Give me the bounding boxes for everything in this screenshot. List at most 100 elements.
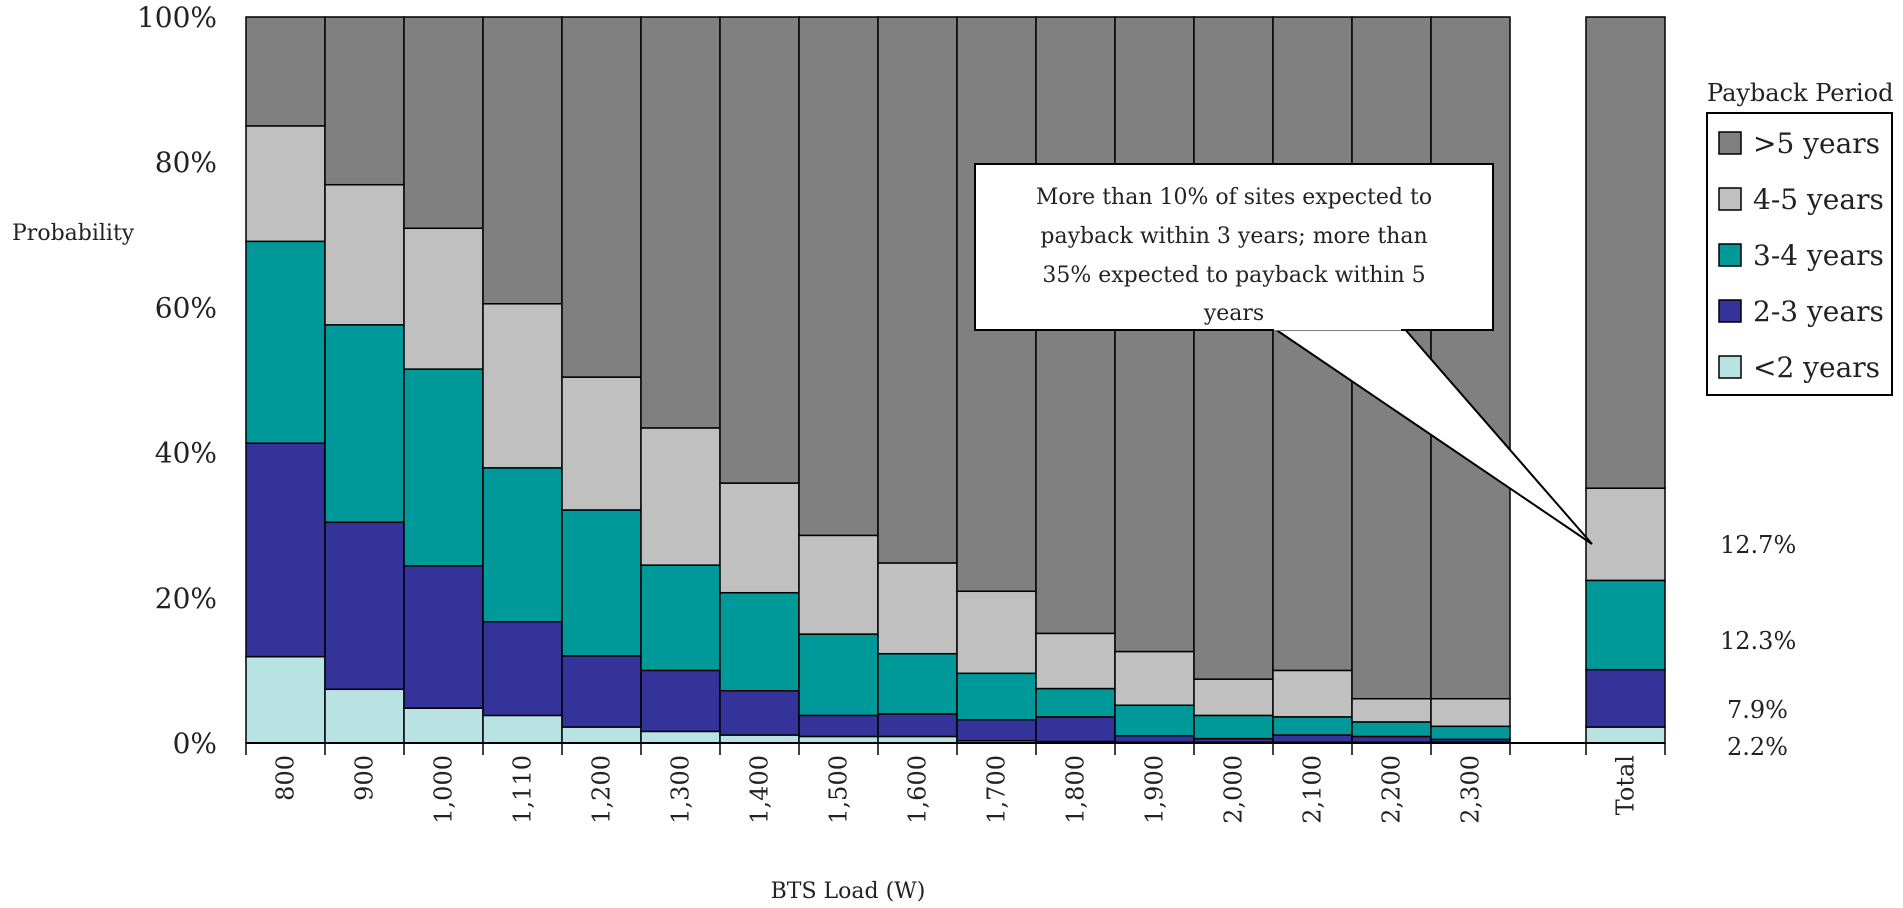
callout-line-1: More than 10% of sites expected to xyxy=(1036,185,1432,210)
bar-segment xyxy=(798,714,879,738)
bar-segment xyxy=(640,564,721,672)
bar-segment xyxy=(403,368,484,567)
bar-segment xyxy=(1351,735,1432,744)
bar-segment xyxy=(1272,734,1353,744)
x-axis-ticks: 800 900 1,000 1,110 1,200 1,300 1,400 1,500 1,60… xyxy=(245,743,1666,824)
x-tick-label: 1,600 xyxy=(904,755,932,824)
x-tick-label: 2,200 xyxy=(1378,755,1406,824)
bar-segment xyxy=(482,621,563,717)
bar-segment xyxy=(1430,725,1511,741)
bar-segment xyxy=(877,16,958,564)
bar-segment xyxy=(403,227,484,370)
legend-swatch xyxy=(1718,243,1742,267)
bar-segment xyxy=(482,303,563,469)
bar-segment xyxy=(719,734,800,744)
bar-segment xyxy=(1430,16,1511,700)
x-tick-label: 1,700 xyxy=(983,755,1011,824)
bar-segment xyxy=(956,719,1037,742)
x-tick-label: 2,100 xyxy=(1299,755,1327,824)
bar-segment xyxy=(324,183,405,326)
total-side-labels: 12.7% 12.3% 7.9% 2.2% xyxy=(1720,531,1796,761)
y-tick-label: 60% xyxy=(155,291,217,324)
bar-segment xyxy=(1351,697,1432,723)
legend-swatch xyxy=(1718,187,1742,211)
bar-segment xyxy=(798,16,879,537)
y-tick-label: 20% xyxy=(155,582,217,615)
bar-segment xyxy=(1351,721,1432,738)
bar-segment xyxy=(561,376,642,511)
bar-segment xyxy=(1193,678,1274,717)
bar-segment xyxy=(482,16,563,305)
bar-segment xyxy=(877,562,958,655)
callout-line-2: payback within 3 years; more than xyxy=(1040,224,1427,249)
bar-segment xyxy=(324,688,405,744)
bar-segment xyxy=(561,655,642,728)
x-tick-label: 800 xyxy=(272,755,300,801)
bar-segment xyxy=(1193,714,1274,740)
x-tick-label: 2,000 xyxy=(1220,755,1248,824)
bar-segment xyxy=(1272,716,1353,736)
bar-segment xyxy=(956,590,1037,675)
bar-segment xyxy=(1035,716,1116,743)
bar-segment xyxy=(403,707,484,744)
bar-segment xyxy=(324,16,405,186)
bar-segment xyxy=(1585,16,1666,489)
legend-label: <2 years xyxy=(1753,351,1880,384)
side-label-2-3: 7.9% xyxy=(1727,696,1788,724)
bar-segment xyxy=(1585,726,1666,744)
bar-segment xyxy=(798,633,879,717)
side-label-4-5: 12.7% xyxy=(1720,531,1796,559)
bar-segment xyxy=(482,467,563,623)
bar-segment xyxy=(1585,487,1666,582)
bar-segment xyxy=(956,672,1037,721)
bar-segment xyxy=(877,713,958,738)
bar-segment xyxy=(1114,16,1195,653)
x-tick-label: 1,200 xyxy=(588,755,616,824)
callout-line-4: years xyxy=(1203,301,1264,326)
x-tick-label: 2,300 xyxy=(1457,755,1485,824)
bar-segment xyxy=(719,689,800,736)
x-tick-label: 1,110 xyxy=(509,755,537,824)
bar-segment xyxy=(1430,697,1511,728)
bar-segment xyxy=(482,714,563,744)
bar-segment xyxy=(719,16,800,484)
legend: Payback Period >5 years 4-5 years 3-4 year… xyxy=(1706,79,1893,396)
legend-label: 2-3 years xyxy=(1753,295,1884,328)
bar-segment xyxy=(245,240,326,444)
y-tick-label: 100% xyxy=(137,1,217,34)
bar-segment xyxy=(1114,704,1195,737)
side-label-lt2: 2.2% xyxy=(1727,733,1788,761)
bar-segment xyxy=(640,669,721,733)
legend-swatch xyxy=(1718,131,1742,155)
legend-label: 3-4 years xyxy=(1753,239,1884,272)
bar-segment xyxy=(1585,668,1666,728)
bar-segment xyxy=(245,655,326,744)
bar-segment xyxy=(561,726,642,744)
x-tick-label: 1,400 xyxy=(746,755,774,824)
x-axis-title: BTS Load (W) xyxy=(771,879,926,904)
legend-swatch xyxy=(1718,299,1742,323)
callout-line-3: 35% expected to payback within 5 xyxy=(1042,263,1425,288)
bar-segment xyxy=(403,16,484,230)
bar-segment xyxy=(798,534,879,635)
callout-box xyxy=(974,163,1494,331)
bar-segment xyxy=(1035,687,1116,718)
bar-segment xyxy=(1114,650,1195,706)
bar-segment xyxy=(403,565,484,709)
y-tick-label: 40% xyxy=(155,437,217,470)
legend-box xyxy=(1706,112,1893,396)
side-label-3-4: 12.3% xyxy=(1720,627,1796,655)
legend-swatch xyxy=(1718,355,1742,379)
bar-segment xyxy=(1114,734,1195,744)
bar-segment xyxy=(1193,16,1274,680)
callout-annotation: More than 10% of sites expected to payba… xyxy=(974,163,1593,545)
x-tick-label: 1,300 xyxy=(667,755,695,824)
bars xyxy=(245,16,1666,744)
x-tick-label: 1,800 xyxy=(1062,755,1090,824)
y-axis-title: Probability xyxy=(12,221,135,246)
legend-label: 4-5 years xyxy=(1753,183,1884,216)
y-tick-label: 0% xyxy=(173,727,217,760)
bar-segment xyxy=(719,591,800,692)
x-tick-label: 1,500 xyxy=(825,755,853,824)
